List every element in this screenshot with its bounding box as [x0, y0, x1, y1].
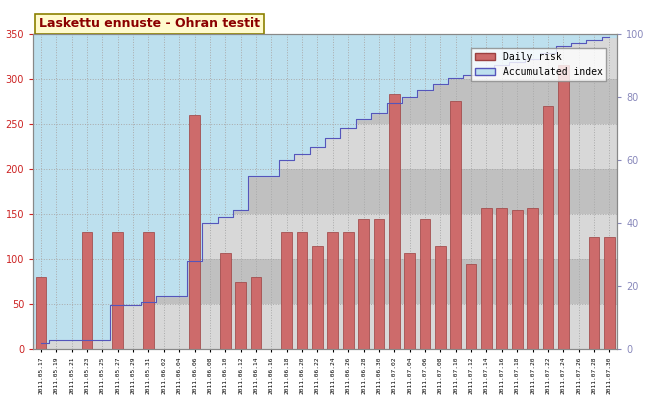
Bar	[558, 65, 569, 349]
Bar	[543, 106, 553, 349]
Bar	[220, 253, 231, 349]
Bar	[358, 218, 369, 349]
Bar	[404, 253, 415, 349]
Bar	[604, 236, 615, 349]
Bar	[389, 94, 400, 349]
Bar	[112, 232, 123, 349]
Bar	[589, 236, 599, 349]
Bar	[296, 232, 307, 349]
Bar	[251, 277, 261, 349]
Bar	[435, 246, 446, 349]
Bar	[189, 115, 200, 349]
Bar	[312, 246, 323, 349]
Bar	[33, 79, 617, 124]
Legend: Daily risk, Accumulated index: Daily risk, Accumulated index	[471, 48, 606, 81]
Bar	[481, 208, 492, 349]
Bar	[33, 304, 617, 349]
Bar	[281, 232, 292, 349]
Bar	[343, 232, 354, 349]
Bar	[328, 232, 338, 349]
Bar	[33, 124, 617, 169]
Bar	[450, 101, 461, 349]
Bar	[497, 208, 507, 349]
Bar	[33, 214, 617, 259]
Bar	[33, 259, 617, 304]
Bar	[33, 169, 617, 214]
Bar	[374, 218, 384, 349]
Bar	[36, 277, 46, 349]
Text: Laskettu ennuste - Ohran testit: Laskettu ennuste - Ohran testit	[39, 18, 260, 30]
Bar	[527, 208, 538, 349]
Bar	[143, 232, 154, 349]
Bar	[235, 282, 246, 349]
Bar	[512, 210, 523, 349]
Bar	[465, 264, 476, 349]
Bar	[33, 34, 617, 79]
Bar	[420, 218, 430, 349]
Bar	[82, 232, 92, 349]
